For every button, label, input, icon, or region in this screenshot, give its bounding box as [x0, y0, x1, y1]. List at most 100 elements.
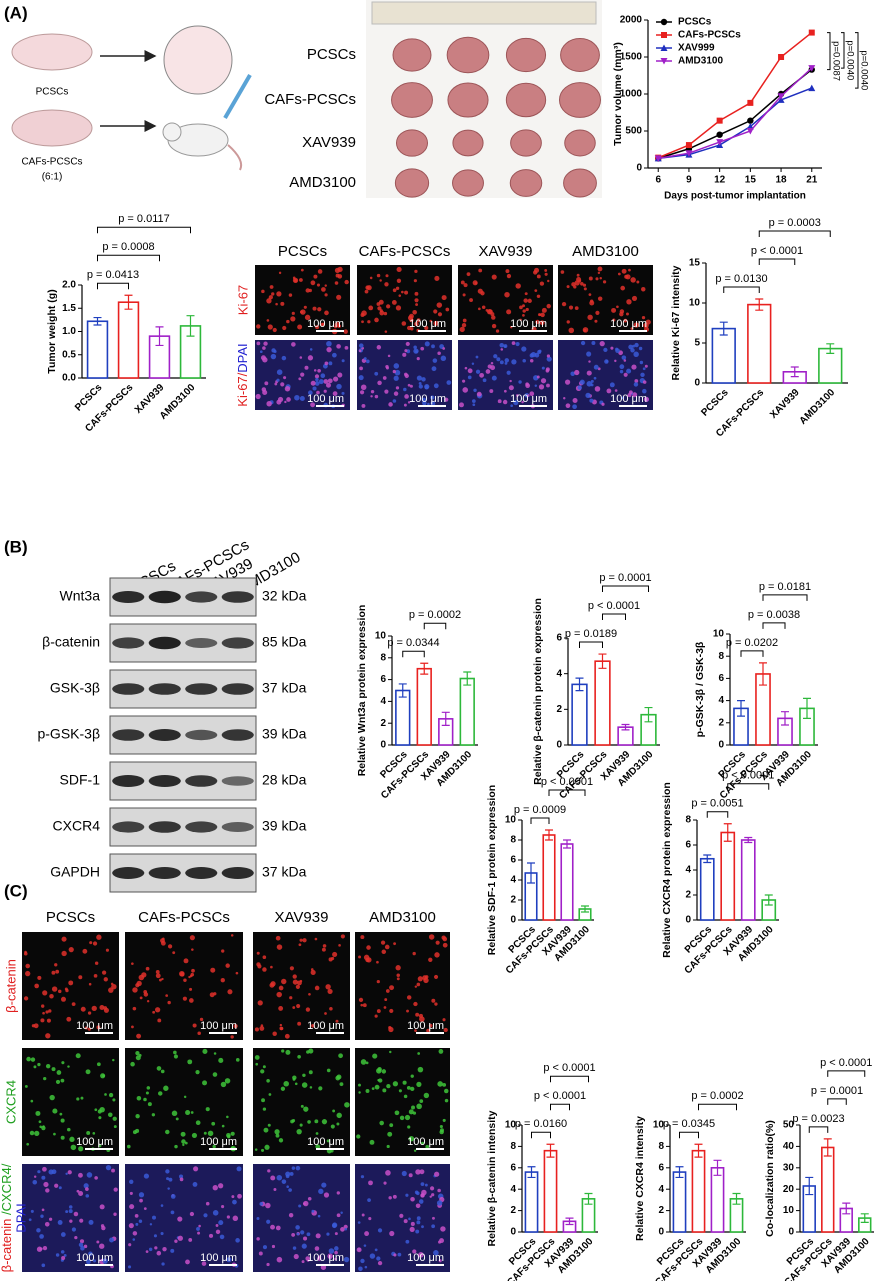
point	[808, 84, 816, 92]
cell	[135, 1050, 140, 1056]
cell	[387, 354, 391, 358]
cell	[582, 283, 587, 287]
error-bar	[398, 683, 407, 698]
cell	[146, 1086, 151, 1090]
cell	[383, 1006, 387, 1009]
cell	[288, 293, 293, 297]
cell	[594, 319, 598, 323]
y-axis-label: Relative β-catenin intensity	[486, 1110, 498, 1246]
cell	[379, 309, 383, 313]
cell	[84, 1026, 88, 1030]
cell	[382, 1088, 387, 1093]
y-axis-label: Tumor weight (g)	[46, 289, 58, 373]
cell	[419, 1099, 424, 1103]
cell	[317, 1256, 322, 1261]
blot-band	[112, 821, 145, 833]
cell	[588, 293, 592, 296]
blot-band	[221, 867, 254, 879]
bracket	[740, 650, 764, 657]
cell	[437, 312, 443, 317]
cell	[96, 1025, 101, 1030]
cell	[356, 1134, 361, 1139]
y-axis-label: Relative SDF-1 protein expression	[486, 785, 498, 955]
legend-label: XAV999	[678, 43, 715, 54]
cell	[414, 291, 419, 296]
cell	[462, 293, 466, 297]
cell	[151, 1113, 156, 1117]
y-tick-label: 2	[510, 1205, 516, 1216]
cell	[309, 1086, 313, 1089]
cell	[437, 1081, 443, 1087]
cell	[183, 958, 189, 964]
cell	[112, 1058, 115, 1062]
cell	[268, 1093, 272, 1096]
micrograph	[22, 1164, 119, 1272]
cell	[539, 320, 545, 326]
cell	[259, 350, 263, 354]
cell	[37, 1062, 41, 1067]
cell	[139, 1198, 143, 1203]
cell	[258, 1251, 263, 1256]
cell	[310, 380, 316, 386]
cell	[227, 989, 233, 995]
cell	[54, 963, 58, 967]
cell	[433, 320, 439, 326]
tumor	[395, 129, 429, 157]
cell	[334, 1257, 337, 1261]
cell	[191, 968, 195, 973]
error-bar	[723, 823, 732, 842]
cell	[51, 1067, 56, 1072]
cell	[292, 276, 296, 280]
cell	[361, 320, 364, 324]
legend-label: CAFs-PCSCs	[678, 30, 741, 41]
tumor	[505, 82, 547, 118]
cell	[461, 323, 467, 328]
cell	[536, 294, 541, 299]
cell	[588, 360, 591, 363]
tumor	[452, 169, 484, 197]
cell	[312, 386, 317, 391]
cell	[418, 1199, 424, 1204]
cell	[643, 322, 649, 329]
point	[808, 29, 815, 36]
cell	[466, 272, 471, 277]
cell	[360, 1059, 367, 1065]
micrograph	[253, 1048, 350, 1156]
cell	[506, 309, 512, 315]
cell	[129, 1204, 135, 1210]
cell	[256, 341, 261, 346]
cell	[389, 985, 395, 991]
cell	[644, 364, 648, 368]
cell	[407, 1125, 411, 1129]
cell	[65, 1210, 69, 1214]
cell	[219, 1234, 225, 1240]
cell	[332, 352, 337, 358]
cell	[478, 268, 483, 273]
annotation: p = 0.0001	[599, 572, 651, 584]
series-line	[658, 67, 813, 160]
bracket	[827, 1070, 866, 1077]
cell	[604, 359, 609, 364]
cell	[504, 358, 510, 363]
cell	[172, 951, 176, 955]
cell	[301, 1260, 305, 1264]
cell	[511, 341, 516, 345]
cell	[336, 1122, 340, 1126]
cell	[597, 266, 603, 272]
annotation: p = 0.0130	[715, 273, 767, 285]
cell	[79, 1239, 85, 1244]
cell	[399, 1115, 405, 1121]
cell	[396, 278, 402, 283]
cell	[290, 316, 296, 322]
cell	[99, 1005, 105, 1011]
cell	[73, 1211, 79, 1217]
cell	[416, 1103, 422, 1110]
cell	[642, 380, 647, 384]
cell	[639, 360, 644, 365]
y-tick-label: 10	[689, 298, 701, 309]
cell	[623, 359, 627, 362]
cell	[284, 400, 287, 404]
cell	[443, 1027, 448, 1033]
cell	[23, 951, 28, 956]
cell	[509, 379, 512, 383]
